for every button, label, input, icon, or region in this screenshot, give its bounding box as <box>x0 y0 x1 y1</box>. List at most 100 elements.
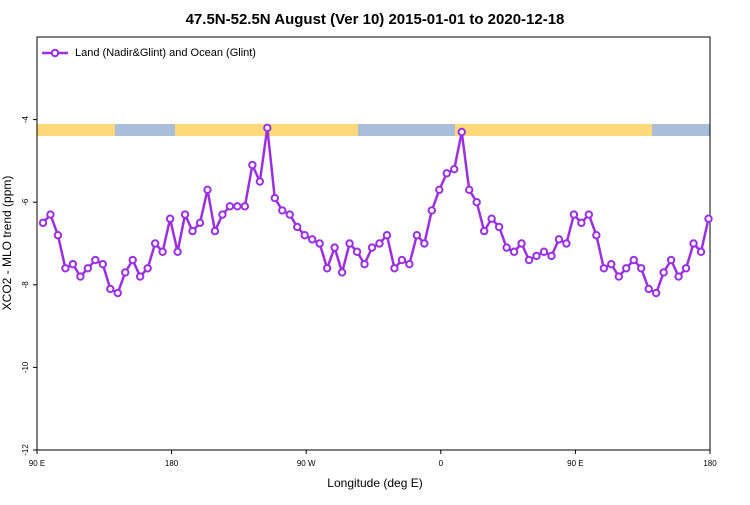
point <box>360 259 369 269</box>
point <box>644 284 653 294</box>
point <box>577 218 586 228</box>
point <box>300 231 309 240</box>
point <box>502 243 511 252</box>
point <box>240 202 250 211</box>
x-axis-label: Longitude (deg E) <box>327 476 422 490</box>
point <box>263 123 272 133</box>
chart-title: 47.5N-52.5N August (Ver 10) 2015-01-01 t… <box>186 11 565 28</box>
point <box>554 235 564 244</box>
point <box>592 231 601 240</box>
point <box>367 243 377 252</box>
point <box>278 206 287 215</box>
point <box>337 268 347 277</box>
plot-frame <box>36 36 711 451</box>
point <box>427 206 437 215</box>
point <box>150 239 160 248</box>
point <box>465 185 474 195</box>
x-tick-label: 180 <box>703 459 717 468</box>
point <box>584 210 594 219</box>
legend-marker <box>50 48 60 58</box>
point <box>165 214 175 223</box>
point <box>375 239 384 248</box>
point <box>689 239 698 248</box>
point <box>68 259 78 269</box>
point <box>106 284 115 294</box>
point <box>390 264 399 273</box>
point <box>38 218 48 228</box>
point <box>203 185 212 195</box>
point <box>479 226 489 236</box>
point <box>532 251 541 261</box>
point <box>195 218 205 228</box>
point <box>412 231 422 240</box>
point <box>345 239 354 248</box>
point <box>322 264 332 273</box>
y-tick-label: -10 <box>21 361 30 373</box>
point <box>614 272 623 281</box>
point <box>651 288 661 298</box>
point <box>255 177 265 186</box>
y-tick-label: -12 <box>21 444 30 456</box>
point <box>629 255 638 265</box>
x-tick-label: 180 <box>165 459 179 468</box>
point <box>420 239 429 248</box>
y-tick-label: -6 <box>21 198 30 206</box>
point <box>704 214 713 223</box>
point <box>143 264 152 273</box>
point <box>405 259 414 269</box>
point <box>607 259 616 269</box>
x-tick-label: 90 E <box>567 459 583 468</box>
point <box>225 202 235 211</box>
point <box>681 264 691 273</box>
point <box>622 264 631 273</box>
point <box>46 210 55 219</box>
point <box>674 272 683 281</box>
point <box>599 264 609 273</box>
point <box>315 239 324 248</box>
point <box>188 226 197 236</box>
point <box>180 210 190 219</box>
map-strip <box>37 124 710 136</box>
point <box>218 210 227 219</box>
point <box>270 193 279 203</box>
point <box>517 239 526 248</box>
point <box>509 247 519 256</box>
point <box>382 231 392 240</box>
point <box>637 264 646 273</box>
point <box>569 210 579 219</box>
point <box>98 259 108 269</box>
point <box>233 202 242 211</box>
point <box>659 268 668 277</box>
x-tick-label: 90 W <box>297 459 316 468</box>
point <box>248 160 257 170</box>
point <box>450 164 459 174</box>
y-tick-label: -4 <box>21 115 30 123</box>
point <box>397 255 407 265</box>
point <box>293 222 302 232</box>
point <box>83 264 93 273</box>
y-tick-label: -8 <box>21 281 30 289</box>
point <box>435 185 444 195</box>
point <box>135 272 145 281</box>
point <box>76 272 85 281</box>
point <box>128 255 137 265</box>
point <box>562 239 571 248</box>
series-line <box>42 127 710 295</box>
point <box>352 247 362 256</box>
point <box>666 255 676 265</box>
point <box>487 214 496 223</box>
legend-label: Land (Nadir&Glint) and Ocean (Glint) <box>75 47 256 59</box>
x-tick-label: 90 E <box>29 459 45 468</box>
point <box>210 226 220 236</box>
point <box>285 210 294 219</box>
point <box>457 127 466 137</box>
point <box>494 222 504 232</box>
point <box>696 247 706 256</box>
point <box>173 247 182 256</box>
point <box>472 198 481 207</box>
point <box>158 247 167 256</box>
point <box>113 288 122 298</box>
point <box>121 268 130 277</box>
point <box>53 231 63 240</box>
